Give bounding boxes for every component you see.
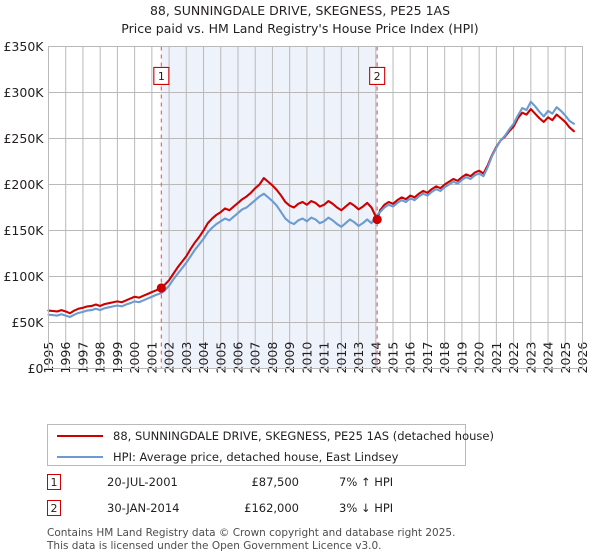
transactions-table: 1 20-JUL-2001 £87,500 7% ↑ HPI 2 30-JAN-… [47, 473, 477, 525]
chart-legend: 88, SUNNINGDALE DRIVE, SKEGNESS, PE25 1A… [47, 424, 494, 467]
svg-text:1997: 1997 [75, 342, 90, 374]
transaction-badge-2: 2 [47, 500, 61, 516]
legend-swatch-red [57, 434, 103, 437]
svg-text:2003: 2003 [179, 342, 194, 374]
x-axis-tick-labels: 1995 1996 1997 1998 1999 2000 2001 2002 2003 2004… [41, 342, 590, 374]
transaction-point-markers[interactable] [156, 214, 382, 293]
svg-text:2010: 2010 [299, 342, 314, 374]
svg-text:£350K: £350K [3, 39, 44, 54]
svg-text:2012: 2012 [334, 342, 349, 374]
svg-text:2002: 2002 [162, 342, 177, 374]
svg-text:2: 2 [374, 70, 381, 83]
legend-label-price-paid: 88, SUNNINGDALE DRIVE, SKEGNESS, PE25 1A… [113, 428, 494, 443]
svg-text:1996: 1996 [58, 342, 73, 374]
transaction-hpi-delta-2: 3% ↓ HPI [339, 501, 394, 515]
svg-text:2001: 2001 [144, 342, 159, 374]
svg-text:£50K: £50K [11, 315, 44, 330]
transaction-hpi-delta-1: 7% ↑ HPI [339, 475, 394, 489]
footer-line-2: This data is licensed under the Open Gov… [47, 539, 382, 552]
table-row: 1 20-JUL-2001 £87,500 7% ↑ HPI [47, 473, 477, 499]
footer-attribution: Contains HM Land Registry data © Crown c… [47, 527, 587, 552]
svg-text:2021: 2021 [489, 342, 504, 374]
transaction-badge-1: 1 [47, 474, 61, 490]
svg-text:2020: 2020 [472, 342, 487, 374]
svg-text:£100K: £100K [3, 269, 44, 284]
svg-text:2008: 2008 [265, 342, 280, 374]
svg-text:2024: 2024 [541, 342, 556, 374]
svg-text:2000: 2000 [127, 342, 142, 374]
svg-text:2018: 2018 [437, 342, 452, 374]
svg-text:2025: 2025 [558, 342, 573, 374]
svg-text:2016: 2016 [403, 342, 418, 374]
svg-text:2019: 2019 [454, 342, 469, 374]
svg-text:2006: 2006 [230, 342, 245, 374]
marker-vertical-lines [160, 46, 378, 369]
svg-text:2007: 2007 [248, 342, 263, 374]
page-subtitle: Price paid vs. HM Land Registry's House … [121, 21, 479, 36]
legend-label-hpi: HPI: Average price, detached house, East… [113, 449, 399, 464]
svg-text:2004: 2004 [196, 342, 211, 374]
legend-swatch-blue [57, 455, 103, 458]
plot-frame [48, 46, 583, 369]
svg-text:£300K: £300K [3, 85, 44, 100]
svg-text:2022: 2022 [506, 342, 521, 374]
svg-text:2013: 2013 [351, 342, 366, 374]
svg-text:1999: 1999 [110, 342, 125, 374]
footer-line-1: Contains HM Land Registry data © Crown c… [47, 527, 456, 539]
svg-text:£150K: £150K [3, 223, 44, 238]
table-row: 2 30-JAN-2014 £162,000 3% ↓ HPI [47, 499, 477, 525]
transaction-price-2: £162,000 [244, 501, 299, 515]
data-series [47, 100, 575, 319]
svg-text:2011: 2011 [317, 342, 332, 374]
legend-item-hpi: HPI: Average price, detached house, East… [48, 446, 465, 467]
transaction-price-1: £87,500 [251, 475, 299, 489]
price-hpi-line-chart: £0 £50K £100K £150K £200K £250K £300K £350K 199… [3, 39, 590, 376]
legend-item-price-paid: 88, SUNNINGDALE DRIVE, SKEGNESS, PE25 1A… [48, 425, 494, 446]
svg-text:2014: 2014 [368, 342, 383, 374]
svg-text:2017: 2017 [420, 342, 435, 374]
svg-text:£250K: £250K [3, 131, 44, 146]
svg-text:2009: 2009 [282, 342, 297, 374]
svg-text:2015: 2015 [386, 342, 401, 374]
svg-text:£0: £0 [28, 361, 44, 376]
svg-text:1: 1 [158, 70, 165, 83]
svg-text:1998: 1998 [93, 342, 108, 374]
transaction-date-1: 20-JUL-2001 [107, 475, 178, 489]
transaction-date-2: 30-JAN-2014 [107, 501, 180, 515]
page-title: 88, SUNNINGDALE DRIVE, SKEGNESS, PE25 1A… [149, 3, 451, 18]
y-axis-tick-labels: £0 £50K £100K £150K £200K £250K £300K £350K [3, 39, 44, 376]
svg-text:£200K: £200K [3, 177, 44, 192]
svg-text:2005: 2005 [213, 342, 228, 374]
svg-text:2023: 2023 [523, 342, 538, 374]
